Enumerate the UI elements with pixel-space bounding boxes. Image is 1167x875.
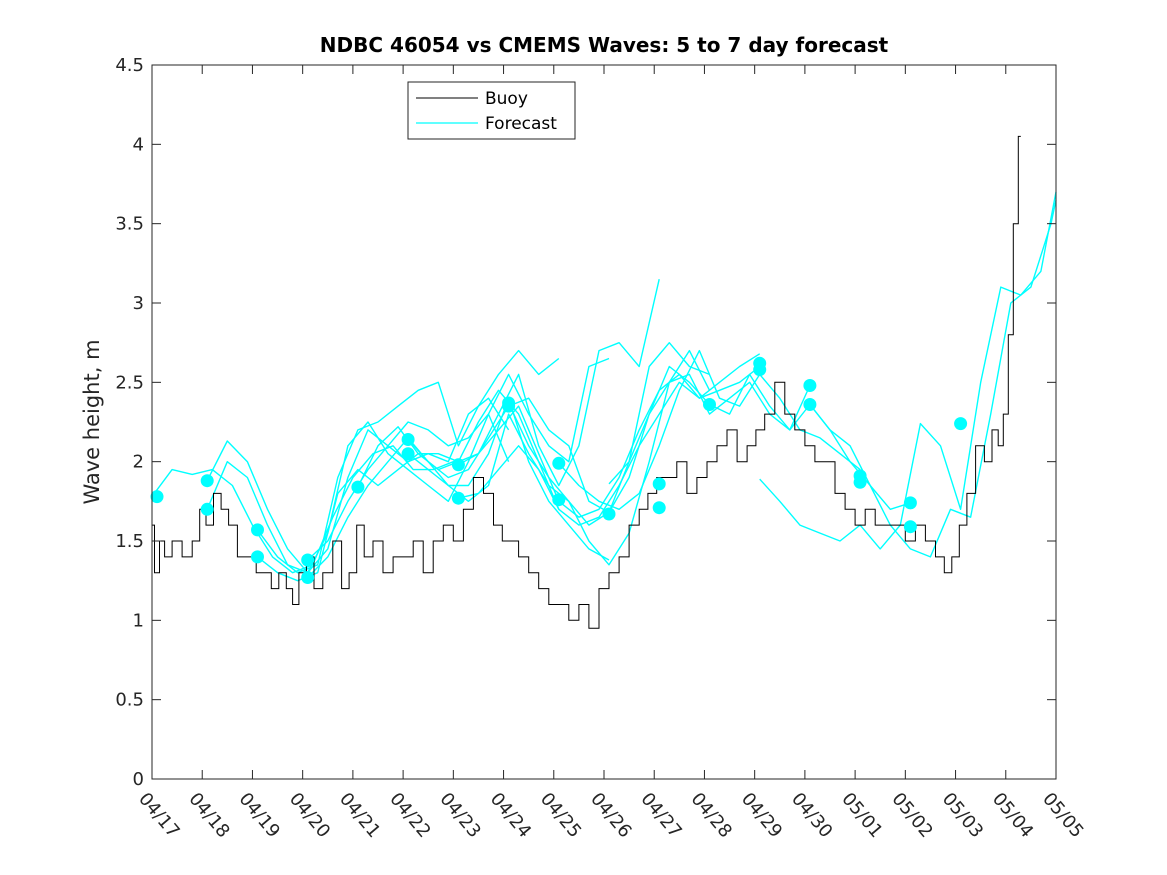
forecast-line-2 (206, 397, 510, 574)
y-tick-label-8: 4 (133, 134, 144, 155)
chart-title: NDBC 46054 vs CMEMS Waves: 5 to 7 day fo… (320, 33, 889, 57)
forecast-line-17 (809, 199, 1057, 558)
buoy-line (152, 135, 1021, 629)
forecast-marker-26 (903, 496, 917, 510)
forecast-line-4 (256, 349, 560, 574)
forecast-marker-1 (200, 474, 214, 488)
y-tick-label-9: 4.5 (115, 55, 144, 76)
y-tick-label-5: 2.5 (115, 372, 144, 393)
forecast-marker-6 (301, 571, 315, 584)
y-tick-label-6: 3 (133, 293, 144, 314)
y-tick-label-2: 1 (133, 610, 144, 631)
forecast-marker-10 (451, 458, 465, 472)
forecast-line-9 (407, 342, 710, 514)
legend: Buoy Forecast (407, 81, 576, 140)
forecast-marker-16 (602, 507, 616, 521)
forecast-marker-27 (903, 520, 917, 534)
forecast-marker-5 (301, 553, 315, 567)
forecast-line-3 (206, 413, 510, 574)
forecast-marker-7 (351, 480, 365, 494)
forecast-marker-9 (401, 447, 415, 461)
legend-box (407, 81, 576, 140)
forecast-marker-3 (251, 523, 264, 537)
forecast-marker-19 (703, 398, 716, 411)
forecast-line-13 (507, 373, 811, 526)
forecast-line-12 (458, 365, 761, 526)
forecast-marker-25 (853, 475, 867, 489)
forecast-marker-28 (954, 417, 968, 431)
forecast-line-15 (608, 365, 911, 510)
forecast-marker-22 (803, 379, 817, 392)
forecast-marker-23 (803, 398, 817, 411)
forecast-marker-21 (753, 363, 767, 377)
forecast-marker-17 (652, 477, 666, 491)
y-axis-label: Wave height, m (80, 339, 104, 504)
y-tick-label-7: 3.5 (115, 214, 144, 235)
forecast-marker-0 (150, 490, 164, 504)
forecast-marker-2 (200, 502, 214, 516)
forecast-line-7 (307, 397, 610, 578)
forecast-line-14 (558, 349, 861, 510)
plot-area (152, 65, 1056, 779)
y-tick-label-4: 2 (133, 452, 144, 473)
forecast-marker-15 (552, 493, 566, 507)
y-tick-label-3: 1.5 (115, 531, 144, 552)
y-tick-label-1: 0.5 (115, 690, 144, 711)
forecast-marker-11 (451, 491, 465, 505)
data-layer (150, 135, 1057, 629)
forecast-line-16 (759, 191, 1057, 550)
legend-buoy-label: Buoy (485, 89, 528, 109)
legend-forecast-label: Forecast (485, 114, 557, 134)
forecast-marker-14 (552, 456, 566, 470)
y-tick-label-0: 0 (133, 769, 144, 790)
forecast-line-11 (458, 353, 761, 518)
forecast-marker-4 (251, 550, 264, 564)
forecast-marker-13 (502, 399, 516, 413)
forecast-marker-18 (652, 501, 666, 515)
forecast-marker-8 (401, 433, 415, 446)
